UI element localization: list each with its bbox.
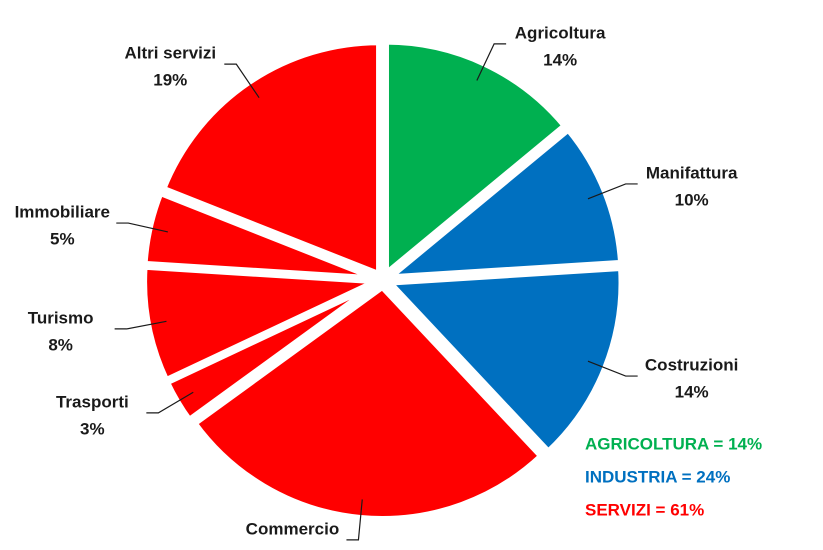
slice-label: Costruzioni [645,356,739,375]
slice-value-label: 14% [543,50,577,69]
leader-line [224,63,260,99]
leader-line [146,391,194,414]
leader-line [346,499,363,541]
slice-label: Trasporti [56,392,129,411]
slice-label: Manifattura [646,163,738,182]
slice-label: Commercio [246,519,340,538]
slice-label: Agricoltura [515,23,606,42]
leader-line [114,320,167,330]
slice-value-label: 27% [275,546,309,550]
slice-label: Immobiliare [15,203,110,222]
slice-label: Turismo [28,308,94,327]
leader-line [587,183,638,200]
slice-value-label: 10% [675,190,709,209]
summary-annotation: SERVIZI = 61% [585,500,704,519]
summary-annotation: AGRICOLTURA = 14% [585,434,762,453]
slice-value-label: 19% [153,71,187,90]
slice-value-label: 8% [48,335,73,354]
summary-annotation: INDUSTRIA = 24% [585,467,730,486]
slice-value-label: 5% [50,230,75,249]
leader-line [116,222,168,233]
slice-label: Altri servizi [124,44,216,63]
slice-value-label: 3% [80,419,105,438]
leader-line [587,360,638,377]
leader-line [476,43,507,81]
slice-value-label: 14% [675,383,709,402]
